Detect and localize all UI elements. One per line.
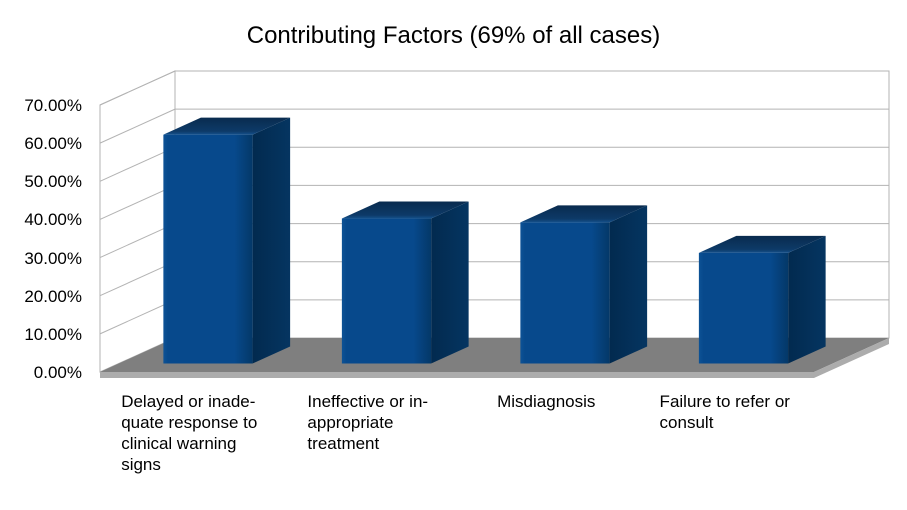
gridline-left-wall bbox=[99, 223, 176, 259]
bar-side-face bbox=[788, 235, 826, 364]
y-axis-tick-label: 30.00% bbox=[24, 248, 82, 268]
bar-side-face bbox=[609, 205, 648, 364]
floor-right-edge bbox=[814, 338, 889, 378]
x-axis-category-label: Misdiagnosis bbox=[497, 392, 596, 411]
gridline-left-wall bbox=[99, 261, 176, 297]
floor bbox=[100, 338, 889, 372]
bar-top-face bbox=[698, 235, 826, 253]
bar-failure-to-refer bbox=[698, 235, 826, 364]
y-axis-tick-label: 20.00% bbox=[24, 286, 82, 306]
bar-top-face bbox=[520, 205, 648, 223]
chart-title: Contributing Factors (69% of all cases) bbox=[246, 22, 661, 49]
gridline-left-wall bbox=[99, 184, 176, 220]
bar-side-face bbox=[431, 201, 469, 364]
x-axis-category-label: Delayed or inade- quate response to clin… bbox=[121, 392, 258, 474]
bar-front-face bbox=[163, 134, 253, 364]
y-axis-tick-label: 70.00% bbox=[24, 96, 82, 115]
gridline-left-wall bbox=[99, 146, 176, 182]
x-axis-category-label: Ineffective or in- appropriate treatment bbox=[307, 392, 429, 453]
floor-front-edge bbox=[100, 372, 814, 378]
gridline-left-wall bbox=[99, 299, 176, 335]
bar-misdiagnosis bbox=[520, 205, 648, 364]
bar-delayed-or-inadequate bbox=[163, 117, 291, 364]
bar-front-face bbox=[698, 252, 789, 364]
y-axis-tick-label: 50.00% bbox=[24, 172, 82, 192]
gridline-left-wall bbox=[99, 70, 176, 106]
bar-front-face bbox=[341, 218, 432, 364]
bar-side-face bbox=[252, 117, 291, 364]
gridline-left-wall bbox=[99, 108, 176, 144]
bar-ineffective-or-inappropriate bbox=[341, 201, 469, 364]
bar-top-face bbox=[163, 117, 291, 135]
y-axis-tick-label: 0.00% bbox=[33, 363, 82, 382]
bar-front-face bbox=[520, 222, 610, 364]
x-axis-category-label: Failure to refer or consult bbox=[659, 392, 790, 432]
y-axis-tick-label: 60.00% bbox=[24, 134, 82, 154]
y-axis-tick-label: 10.00% bbox=[24, 324, 82, 344]
bar-top-face bbox=[341, 201, 469, 219]
y-axis-tick-label: 40.00% bbox=[24, 210, 82, 230]
